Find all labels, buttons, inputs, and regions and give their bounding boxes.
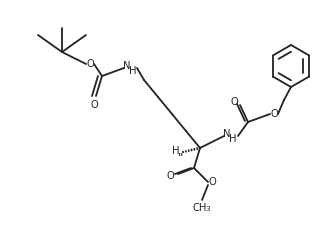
Text: O: O [166, 171, 174, 181]
Text: O: O [270, 109, 278, 119]
Text: O: O [90, 100, 98, 110]
Text: N: N [223, 129, 231, 139]
Text: CH: CH [193, 203, 207, 213]
Text: H: H [172, 146, 180, 156]
Text: ": " [178, 152, 184, 162]
Text: 3: 3 [206, 206, 210, 212]
Text: O: O [208, 177, 216, 187]
Text: H: H [229, 134, 237, 144]
Text: N: N [123, 61, 131, 71]
Text: H: H [129, 66, 137, 76]
Text: O: O [86, 59, 94, 69]
Text: O: O [230, 97, 238, 107]
